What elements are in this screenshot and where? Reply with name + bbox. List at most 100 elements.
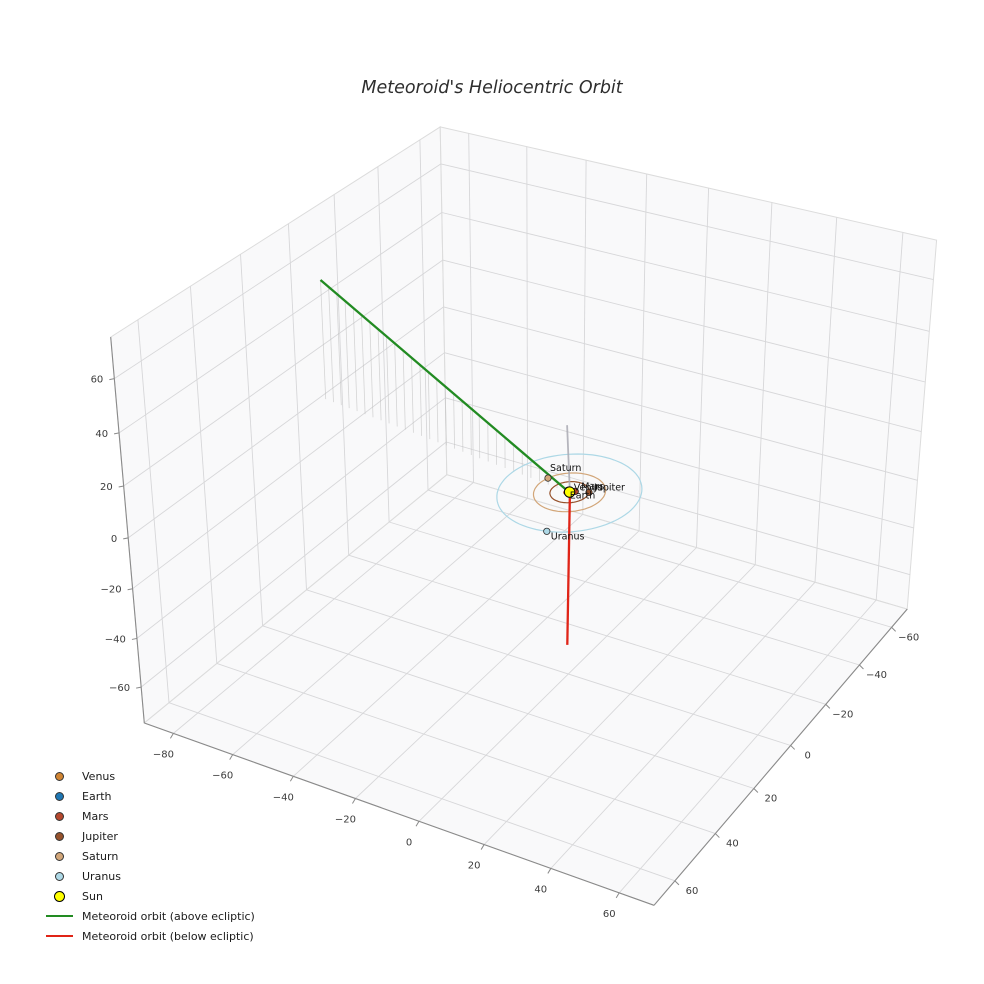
z-tick-label: 0 bbox=[111, 534, 117, 545]
grid-line bbox=[168, 702, 676, 882]
planet-label-jupiter: Jupiter bbox=[593, 482, 625, 493]
x-tick-mark bbox=[480, 844, 485, 850]
grid-line bbox=[355, 530, 640, 799]
grid-line bbox=[136, 397, 446, 639]
legend-marker-venus bbox=[54, 771, 64, 781]
legend-marker-orbit-above bbox=[45, 914, 73, 918]
grid-line bbox=[388, 521, 860, 666]
x-tick-mark bbox=[229, 754, 234, 760]
legend-label: Mars bbox=[82, 809, 109, 823]
grid-line bbox=[114, 163, 442, 379]
x-tick-label: −80 bbox=[153, 749, 174, 760]
z-tick-mark bbox=[136, 686, 142, 689]
grid-line bbox=[444, 352, 918, 481]
grid-line bbox=[754, 202, 773, 565]
legend-swatch-box bbox=[44, 791, 74, 801]
z-tick-mark bbox=[127, 588, 133, 591]
legend-swatch-box bbox=[44, 914, 74, 918]
legend-label: Saturn bbox=[82, 849, 119, 863]
grid-line bbox=[696, 188, 710, 548]
legend-label: Meteoroid orbit (below ecliptic) bbox=[82, 929, 254, 943]
grid-line bbox=[127, 306, 444, 539]
grid-line bbox=[814, 217, 838, 583]
legend-item-earth: Earth bbox=[44, 786, 255, 806]
meteoroid-dropline bbox=[369, 322, 374, 418]
legend-item-jupiter: Jupiter bbox=[44, 826, 255, 846]
grid-line bbox=[216, 662, 716, 835]
meteoroid-dropline bbox=[419, 364, 422, 436]
legend-swatch-box bbox=[44, 871, 74, 881]
meteoroid-dropline bbox=[320, 279, 327, 400]
grid-line bbox=[287, 223, 307, 590]
legend: Venus Earth Mars Jupiter Saturn Uranus S… bbox=[44, 766, 255, 946]
grid-line bbox=[468, 133, 474, 483]
legend-marker-jupiter bbox=[54, 831, 64, 841]
orbit-path-uranus bbox=[496, 453, 643, 533]
legend-swatch-box bbox=[44, 934, 74, 938]
x-tick-mark bbox=[169, 733, 174, 739]
y-tick-mark bbox=[753, 788, 759, 793]
planet-label-earth: Earth bbox=[570, 490, 595, 501]
grid-line bbox=[440, 163, 934, 281]
planet-marker-uranus bbox=[543, 527, 551, 535]
grid-line bbox=[118, 212, 443, 434]
legend-item-orbit-below: Meteoroid orbit (below ecliptic) bbox=[44, 926, 255, 946]
y-tick-mark bbox=[674, 880, 680, 886]
z-tick-mark bbox=[113, 432, 120, 435]
meteoroid-dropline bbox=[453, 393, 455, 449]
z-tick-mark bbox=[118, 485, 124, 488]
z-tick-label: 60 bbox=[91, 375, 104, 386]
y-tick-label: −20 bbox=[832, 709, 853, 720]
grid-line bbox=[173, 482, 474, 734]
y-axis-spine bbox=[653, 608, 908, 906]
grid-line bbox=[262, 625, 755, 789]
x-tick-label: −20 bbox=[335, 815, 356, 826]
meteoroid-dropline bbox=[361, 315, 366, 415]
grid-line bbox=[292, 513, 584, 777]
planet-label-uranus: Uranus bbox=[551, 531, 585, 542]
legend-item-venus: Venus bbox=[44, 766, 255, 786]
grid-line bbox=[483, 564, 756, 845]
meteoroid-dropline bbox=[444, 386, 447, 446]
meteoroid-dropline bbox=[402, 350, 406, 430]
grid-line bbox=[445, 397, 914, 529]
meteoroid-dropline bbox=[470, 408, 472, 456]
grid-line bbox=[418, 547, 697, 822]
x-tick-label: 40 bbox=[534, 884, 547, 895]
meteoroid-perihelion-segment bbox=[566, 425, 571, 493]
x-tick-mark bbox=[615, 892, 620, 899]
legend-marker-orbit-below bbox=[45, 934, 73, 938]
legend-label: Jupiter bbox=[82, 829, 118, 843]
x-axis-spine bbox=[144, 722, 655, 906]
y-tick-mark bbox=[891, 626, 897, 632]
grid-line bbox=[333, 194, 350, 556]
meteoroid-dropline bbox=[377, 329, 382, 421]
legend-marker-sun bbox=[53, 890, 65, 902]
legend-label: Meteoroid orbit (above ecliptic) bbox=[82, 909, 255, 923]
x-tick-mark bbox=[352, 798, 356, 804]
grid-line bbox=[638, 173, 648, 531]
grid-line bbox=[140, 441, 447, 688]
meteoroid-line-below bbox=[566, 492, 572, 645]
legend-item-saturn: Saturn bbox=[44, 846, 255, 866]
legend-label: Venus bbox=[82, 769, 116, 783]
grid-line bbox=[306, 589, 791, 746]
y-tick-label: −60 bbox=[898, 632, 919, 643]
legend-marker-uranus bbox=[54, 871, 64, 881]
z-tick-label: −20 bbox=[100, 585, 121, 596]
grid-line bbox=[582, 160, 587, 515]
grid-line bbox=[443, 306, 922, 433]
planet-label-mars: Mars bbox=[581, 481, 604, 492]
z-tick-label: 20 bbox=[100, 482, 113, 493]
y-tick-label: 60 bbox=[686, 886, 699, 897]
grid-line bbox=[526, 146, 529, 499]
meteoroid-dropline bbox=[328, 286, 334, 403]
legend-item-orbit-above: Meteoroid orbit (above ecliptic) bbox=[44, 906, 255, 926]
legend-swatch-box bbox=[44, 890, 74, 902]
legend-swatch-box bbox=[44, 771, 74, 781]
grid-line bbox=[442, 259, 926, 383]
legend-label: Sun bbox=[82, 889, 103, 903]
meteoroid-line-above bbox=[319, 279, 571, 494]
grid-line bbox=[240, 254, 264, 626]
